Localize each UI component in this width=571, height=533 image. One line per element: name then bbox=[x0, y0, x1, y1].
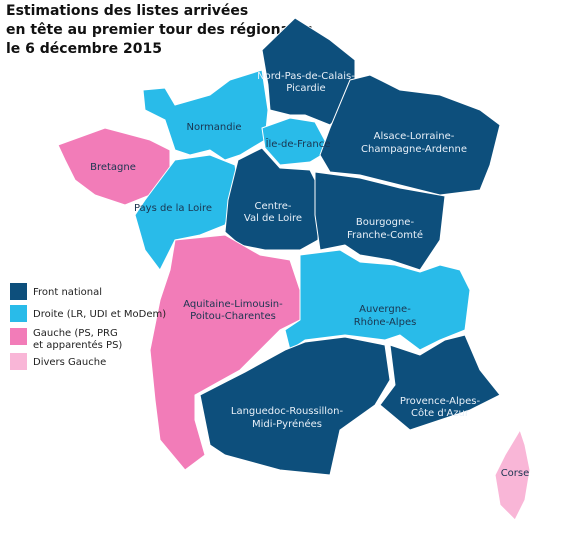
region bbox=[142, 69, 269, 161]
legend-swatch bbox=[10, 305, 27, 322]
region-label: Provence-Alpes- bbox=[400, 396, 481, 407]
legend: Front national Droite (LR, UDI et MoDem)… bbox=[10, 283, 166, 370]
region bbox=[314, 171, 446, 271]
region-label: Picardie bbox=[286, 83, 325, 94]
region-label: Normandie bbox=[186, 122, 241, 133]
region bbox=[379, 334, 501, 431]
region bbox=[199, 336, 391, 476]
region bbox=[134, 154, 239, 271]
legend-label: Droite (LR, UDI et MoDem) bbox=[33, 309, 166, 320]
region bbox=[319, 74, 501, 196]
region bbox=[284, 249, 471, 351]
region-label: Centre- bbox=[254, 201, 291, 212]
legend-swatch bbox=[10, 283, 27, 300]
region-label: Poitou-Charentes bbox=[190, 311, 276, 322]
legend-label: et apparentés PS) bbox=[33, 339, 122, 351]
region-label: Midi-Pyrénées bbox=[252, 418, 322, 430]
region bbox=[261, 117, 331, 166]
regions bbox=[57, 17, 531, 521]
region-label: Corse bbox=[501, 468, 530, 479]
region-label: Auvergne- bbox=[359, 304, 411, 315]
region-labels: Nord-Pas-de-Calais- Picardie Normandie Î… bbox=[90, 71, 529, 479]
region bbox=[224, 147, 321, 251]
region-label: Rhône-Alpes bbox=[354, 316, 417, 328]
legend-swatch bbox=[10, 328, 27, 345]
legend-swatch bbox=[10, 353, 27, 370]
region-label: Bourgogne- bbox=[356, 217, 415, 228]
region bbox=[149, 234, 301, 471]
region-label: Pays de la Loire bbox=[134, 203, 212, 214]
region-label: Île-de-France bbox=[265, 137, 331, 150]
legend-label: Front national bbox=[33, 287, 102, 298]
region-label: Côte d'Azur bbox=[411, 407, 470, 419]
region-label: Languedoc-Roussillon- bbox=[231, 406, 344, 417]
legend-label: Gauche (PS, PRG bbox=[33, 328, 118, 339]
legend-label: Divers Gauche bbox=[33, 357, 106, 368]
title: Estimations des listes arrivées bbox=[6, 3, 248, 19]
title: en tête au premier tour des régionales, bbox=[6, 22, 318, 38]
region-label: Champagne-Ardenne bbox=[361, 144, 467, 155]
region-label: Alsace-Lorraine- bbox=[374, 131, 455, 142]
region-label: Bretagne bbox=[90, 162, 136, 173]
region bbox=[494, 429, 531, 521]
region-label: Nord-Pas-de-Calais- bbox=[257, 71, 355, 82]
region-label: Val de Loire bbox=[244, 213, 302, 224]
region-label: Franche-Comté bbox=[347, 229, 423, 241]
region-label: Aquitaine-Limousin- bbox=[183, 299, 283, 310]
title: le 6 décembre 2015 bbox=[6, 41, 162, 57]
